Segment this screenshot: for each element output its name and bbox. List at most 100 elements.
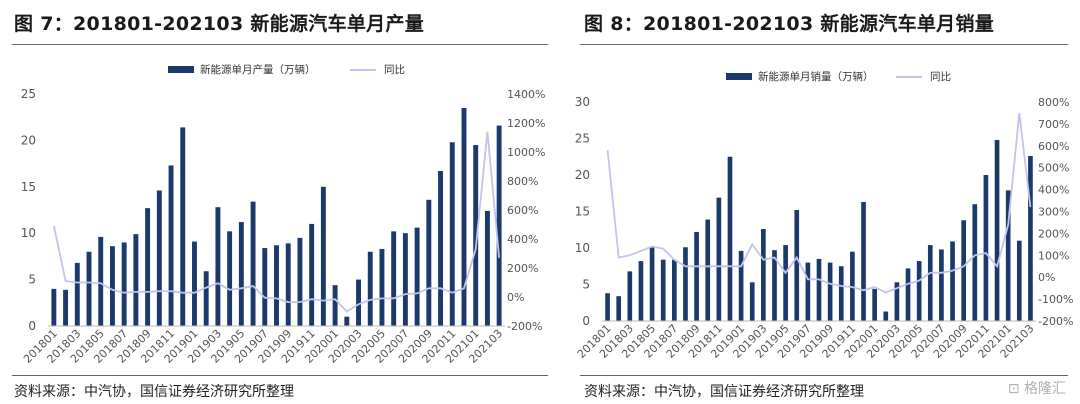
legend: 新能源单月产量（万辆） 同比: [168, 63, 405, 76]
source-note: 资料来源：中汽协，国信证券经济研究所整理: [584, 384, 864, 400]
y-axis-left: 0 5 10 15 20 25: [21, 87, 36, 333]
y-axis-right: -200% 0% 200% 400% 600% 800% 1000% 1200% 1400%: [507, 88, 545, 333]
bar: [168, 165, 174, 326]
bar: [180, 127, 186, 327]
bar: [683, 247, 688, 321]
bar: [426, 199, 432, 326]
bar: [367, 251, 373, 326]
bar: [660, 259, 666, 321]
bar: [838, 266, 844, 321]
bar: [484, 210, 490, 326]
bar: [356, 279, 361, 326]
bar: [616, 296, 622, 321]
bar: [250, 201, 256, 326]
y-right-tick-label: 800%: [507, 175, 538, 188]
bar: [671, 259, 677, 321]
legend-line-label: 同比: [930, 70, 951, 83]
bar: [109, 246, 115, 326]
source-divider: [12, 375, 548, 376]
bar: [727, 156, 733, 321]
bar: [972, 204, 978, 321]
bar: [156, 190, 162, 326]
legend-bar-swatch: [726, 73, 752, 80]
bar: [1016, 240, 1022, 321]
y-right-tick-label: 200%: [1038, 227, 1069, 240]
legend-bar-label: 新能源单月销量（万辆）: [758, 70, 874, 83]
y-right-tick-label: 0%: [507, 291, 524, 304]
chart-title: 图 8：201801-202103 新能源汽车单月销量: [584, 13, 995, 35]
bar: [320, 186, 326, 326]
bar: [694, 231, 699, 321]
bar: [391, 231, 397, 326]
bar: [916, 261, 922, 321]
chart-panel-production: 图 7：201801-202103 新能源汽车单月产量 新能源单月产量（万辆） 同…: [12, 13, 548, 400]
production-chart-svg: 新能源单月产量（万辆） 同比 0 5 10 15 20 25 -200% 0% 200% 400% 60…: [21, 63, 546, 366]
bar: [262, 248, 268, 326]
bar: [649, 246, 655, 321]
x-axis-labels: 2018012018032018052018072018092018112019…: [575, 322, 1037, 361]
bar: [994, 139, 1000, 321]
source-divider: [580, 375, 1068, 376]
bar: [309, 223, 315, 326]
bar: [379, 248, 385, 326]
yoy-line: [606, 112, 1032, 294]
x-axis-labels: 2018012018032018052018072018092018112019…: [21, 327, 505, 366]
legend-line-label: 同比: [384, 63, 405, 76]
y-right-tick-label: 400%: [507, 233, 538, 246]
bar: [927, 245, 933, 321]
bar: [297, 237, 303, 326]
bar: [86, 251, 92, 326]
sales-chart-svg: 新能源单月销量（万辆） 同比 0 5 10 15 20 25 30 -200% -100% 0% 100…: [575, 70, 1074, 361]
chart-title: 图 7：201801-202103 新能源汽车单月产量: [14, 13, 425, 35]
bar: [402, 233, 408, 326]
bar: [63, 289, 69, 326]
y-left-tick-label: 5: [28, 273, 36, 287]
y-right-tick-label: 500%: [1038, 162, 1069, 175]
yoy-line: [53, 131, 500, 313]
bar: [761, 229, 766, 321]
bar-series: [51, 107, 502, 327]
title-divider: [12, 44, 548, 45]
bar: [883, 311, 889, 321]
y-left-tick-label: 30: [575, 95, 590, 109]
bar: [638, 261, 644, 321]
bar: [716, 197, 722, 321]
bar-series: [605, 139, 1033, 321]
chart-panel-sales: 图 8：201801-202103 新能源汽车单月销量 新能源单月销量（万辆） 同…: [566, 0, 1080, 404]
legend-bar-swatch: [168, 66, 194, 73]
bar: [950, 241, 955, 321]
bar: [344, 316, 350, 326]
y-left-tick-label: 10: [21, 226, 36, 240]
y-right-tick-label: 1000%: [507, 146, 545, 159]
y-right-tick-label: 100%: [1038, 249, 1069, 262]
y-left-tick-label: 20: [575, 168, 590, 182]
bar: [816, 258, 822, 321]
bar: [98, 236, 104, 326]
y-left-tick-label: 20: [21, 133, 36, 147]
legend: 新能源单月销量（万辆） 同比: [726, 70, 951, 83]
y-right-tick-label: -200%: [1038, 315, 1073, 328]
bar: [827, 262, 833, 321]
y-left-tick-label: 10: [575, 241, 590, 255]
y-left-tick-label: 15: [21, 180, 36, 194]
y-right-tick-label: 700%: [1038, 118, 1069, 131]
bar: [705, 219, 711, 321]
y-right-tick-label: 800%: [1038, 96, 1069, 109]
bar: [783, 245, 788, 321]
bar: [961, 220, 967, 321]
bar: [794, 210, 800, 321]
bar: [121, 242, 127, 326]
watermark-logo: ⊡ 格隆汇: [1007, 381, 1066, 397]
y-right-tick-label: 1200%: [507, 117, 545, 130]
y-right-tick-label: 600%: [507, 204, 538, 217]
y-left-tick-label: 25: [575, 132, 590, 146]
bar: [861, 202, 866, 321]
bar: [203, 271, 209, 326]
bar: [51, 288, 57, 326]
bar: [772, 250, 777, 321]
y-left-tick-label: 25: [21, 87, 36, 101]
bar: [449, 142, 455, 326]
bar: [872, 288, 877, 321]
bar: [473, 145, 479, 326]
bar: [805, 262, 811, 321]
